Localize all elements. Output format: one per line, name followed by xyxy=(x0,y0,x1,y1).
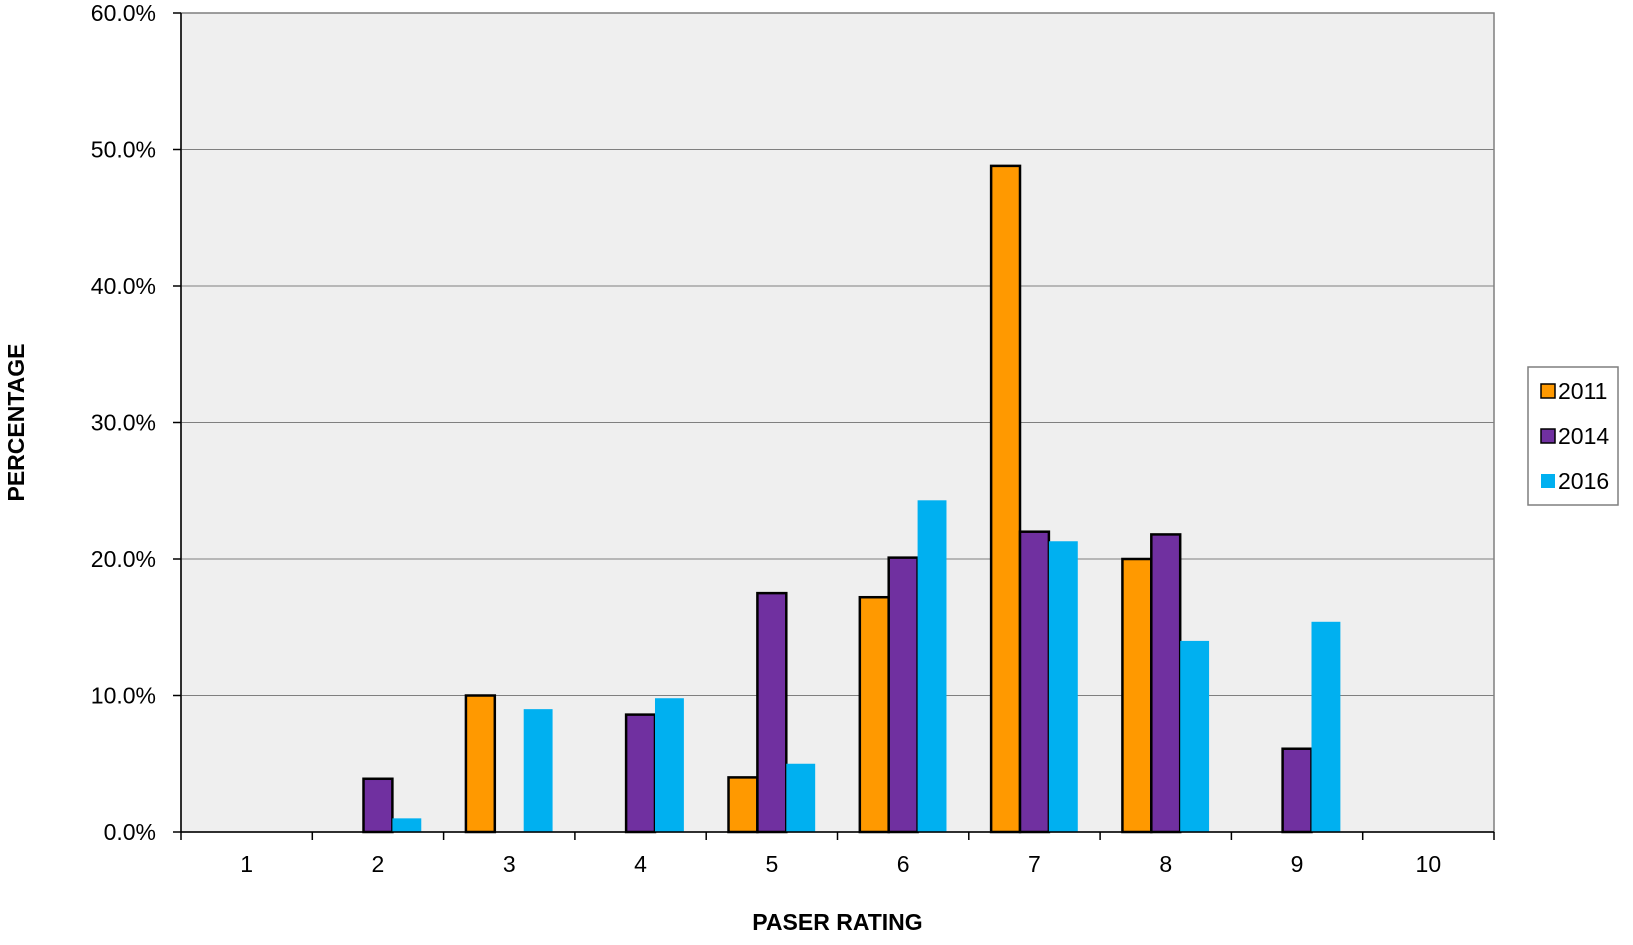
x-tick-label: 1 xyxy=(240,851,253,877)
bar-2016-rating-3 xyxy=(523,709,553,832)
bar-2014-rating-6 xyxy=(887,556,919,834)
x-tick-label: 10 xyxy=(1416,851,1442,877)
x-axis-ticks: 1 2 3 4 5 6 7 8 9 10 xyxy=(180,832,1495,877)
x-tick-label: 9 xyxy=(1291,851,1304,877)
bar-2011-rating-5 xyxy=(727,776,759,834)
y-tick-label: 40.0% xyxy=(91,273,156,299)
x-tick-label: 2 xyxy=(372,851,385,877)
bar-2016-rating-5 xyxy=(786,763,816,832)
y-tick-label: 60.0% xyxy=(91,0,156,26)
y-axis-title: PERCENTAGE xyxy=(3,343,29,501)
bar-2011-rating-6 xyxy=(858,595,890,834)
bar-2016-rating-6 xyxy=(917,500,947,832)
bar-2014-rating-2 xyxy=(362,777,394,834)
legend-label-2016: 2016 xyxy=(1558,468,1609,494)
x-tick-label: 8 xyxy=(1159,851,1172,877)
bar-2014-rating-9 xyxy=(1281,747,1313,834)
bar-2014-rating-5 xyxy=(756,591,788,834)
bar-2011-rating-8 xyxy=(1121,557,1153,834)
legend-swatch-2016 xyxy=(1541,474,1555,488)
x-tick-label: 7 xyxy=(1028,851,1041,877)
gridlines xyxy=(181,12,1494,696)
y-tick-label: 30.0% xyxy=(91,410,156,436)
bar-2016-rating-8 xyxy=(1180,640,1210,832)
x-tick-label: 4 xyxy=(634,851,647,877)
y-tick-label: 0.0% xyxy=(104,819,156,845)
bar-2011-rating-7 xyxy=(989,164,1022,834)
bar-2016-rating-7 xyxy=(1048,541,1078,832)
x-tick-label: 5 xyxy=(765,851,778,877)
y-tick-label: 10.0% xyxy=(91,683,156,709)
legend-swatch-2011 xyxy=(1540,383,1556,399)
x-tick-label: 3 xyxy=(503,851,516,877)
x-tick-label: 6 xyxy=(897,851,910,877)
bar-2014-rating-8 xyxy=(1150,533,1182,834)
legend-label-2014: 2014 xyxy=(1558,423,1609,449)
y-tick-label: 50.0% xyxy=(91,137,156,163)
bar-2014-rating-7 xyxy=(1018,530,1051,834)
bar-2011-rating-3 xyxy=(464,694,497,834)
legend-label-2011: 2011 xyxy=(1558,378,1607,404)
bar-2014-rating-4 xyxy=(624,713,657,834)
x-axis-title: PASER RATING xyxy=(752,909,922,935)
bar-2016-rating-9 xyxy=(1311,621,1341,832)
bar-2016-rating-4 xyxy=(654,698,684,832)
y-tick-label: 20.0% xyxy=(91,546,156,572)
bars xyxy=(362,164,1341,834)
legend: 2011 2014 2016 xyxy=(1527,366,1619,506)
legend-swatch-2014 xyxy=(1540,428,1556,444)
bar-2016-rating-2 xyxy=(392,818,422,832)
y-axis-ticks: 0.0% 10.0% 20.0% 30.0% 40.0% 50.0% 60.0% xyxy=(91,0,181,845)
